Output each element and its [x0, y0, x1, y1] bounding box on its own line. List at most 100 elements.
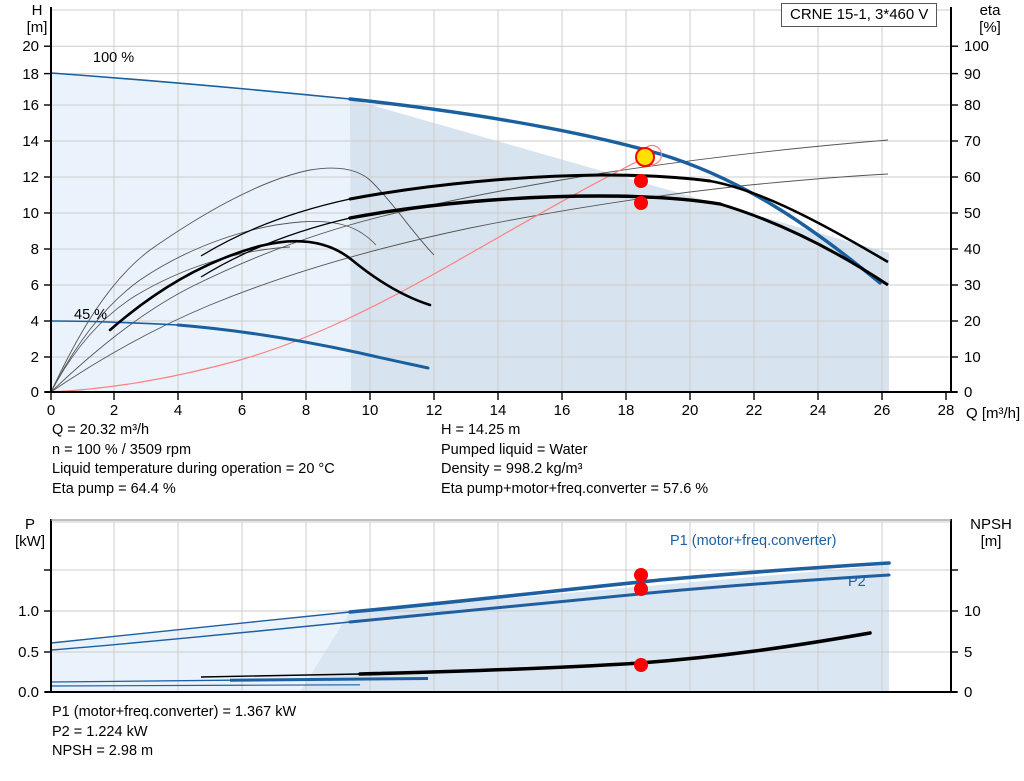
- h-axis-title-line1: H: [31, 2, 43, 19]
- eta-axis-ticks: [951, 45, 958, 393]
- top-duty-markers: [634, 144, 663, 210]
- svg-text:24: 24: [810, 402, 827, 418]
- svg-text:40: 40: [964, 241, 981, 258]
- svg-text:6: 6: [31, 277, 39, 294]
- svg-text:14: 14: [22, 133, 39, 150]
- info-npsh: NPSH = 2.98 m: [52, 743, 154, 759]
- p2-curve: [51, 573, 891, 651]
- info-pumped-liquid: Pumped liquid = Water: [441, 441, 588, 458]
- svg-text:12: 12: [426, 402, 443, 418]
- pump-model-title-box: CRNE 15-1, 3*460 V: [781, 3, 938, 27]
- svg-text:100: 100: [964, 38, 989, 55]
- h-axis-ticks: [44, 45, 51, 393]
- svg-text:12: 12: [22, 169, 39, 186]
- power-npsh-svg: 0.0 0.5 1.0 0 5 10: [18, 519, 981, 701]
- system-curve: [51, 155, 649, 392]
- h-axis-title-line2: [m]: [26, 19, 48, 36]
- head-curve-100: [51, 72, 882, 285]
- p-axis-title-line1: P: [24, 516, 35, 533]
- svg-text:2: 2: [31, 349, 39, 366]
- svg-text:8: 8: [302, 402, 310, 418]
- eta-curve-45: [108, 239, 432, 332]
- eta-pump-curve: [200, 173, 889, 264]
- svg-text:20: 20: [964, 313, 981, 330]
- h-axis-title: H [m]: [24, 2, 50, 36]
- eta-axis-title: eta [%]: [968, 2, 1012, 36]
- npsh-axis-title-line2: [m]: [980, 533, 1002, 550]
- q-axis-tick-labels: 0 2 4 6 8 10 12 14 16 18 20 22 24 26 28: [47, 402, 955, 418]
- svg-text:0.5: 0.5: [18, 644, 39, 661]
- info-liquid-temperature: Liquid temperature during operation = 20…: [52, 461, 335, 477]
- svg-text:0: 0: [47, 402, 55, 418]
- h-axis-tick-labels: 0 2 4 6 8 10 12 14 16 18 20: [22, 38, 39, 401]
- eta-axis-title-line1: eta: [979, 2, 1001, 19]
- p2-curve-45: [51, 684, 361, 687]
- info-eta-pump: Eta pump = 64.4 %: [52, 480, 176, 497]
- top-operating-envelope: [51, 73, 889, 392]
- svg-text:0: 0: [31, 384, 39, 401]
- q-axis-ticks: [50, 392, 947, 400]
- q-axis-title: Q [m³/h]: [966, 405, 1021, 422]
- info-p2: P2 = 1.224 kW: [52, 723, 148, 740]
- svg-text:14: 14: [490, 402, 507, 418]
- eta-axis-tick-labels: 0 10 20 30 40 50 60 70 80 90 100: [964, 38, 989, 401]
- p-axis-ticks: [44, 569, 51, 693]
- svg-text:10: 10: [964, 349, 981, 366]
- info-head: H = 14.25 m: [441, 422, 521, 438]
- npsh-axis-tick-labels: 0 5 10: [964, 603, 981, 701]
- svg-text:10: 10: [362, 402, 379, 418]
- npsh-axis-title: NPSH [m]: [962, 516, 1020, 550]
- info-density: Density = 998.2 kg/m³: [441, 461, 583, 477]
- svg-text:60: 60: [964, 169, 981, 186]
- power-npsh-chart: 0.0 0.5 1.0 0 5 10: [0, 512, 1024, 702]
- info-p1: P1 (motor+freq.converter) = 1.367 kW: [52, 704, 297, 720]
- power-info-block: P1 (motor+freq.converter) = 1.367 kW P2 …: [52, 703, 296, 762]
- svg-text:16: 16: [554, 402, 571, 418]
- svg-text:4: 4: [31, 313, 39, 330]
- bottom-grid: [51, 521, 951, 692]
- svg-text:70: 70: [964, 133, 981, 150]
- svg-text:5: 5: [964, 644, 972, 661]
- svg-text:8: 8: [31, 241, 39, 258]
- speed-label-45: 45 %: [74, 307, 108, 323]
- svg-text:28: 28: [938, 402, 955, 418]
- info-speed: n = 100 % / 3509 rpm: [52, 441, 192, 458]
- npsh-axis-ticks: [951, 569, 958, 693]
- speed-label-100: 100 %: [93, 50, 135, 66]
- info-eta-total: Eta pump+motor+freq.converter = 57.6 %: [441, 480, 709, 497]
- p1-curve-label: P1 (motor+freq.converter): [670, 533, 837, 549]
- head-efficiency-chart: 0 2 4 6 8 10 12 14 16 18 20: [22, 7, 989, 418]
- svg-text:0: 0: [964, 684, 972, 701]
- svg-text:1.0: 1.0: [18, 603, 39, 620]
- p-axis-title-line2: [kW]: [15, 533, 45, 550]
- svg-text:16: 16: [22, 97, 39, 114]
- svg-text:80: 80: [964, 97, 981, 114]
- head-efficiency-svg: 0 2 4 6 8 10 12 14 16 18 20: [22, 7, 989, 418]
- svg-text:10: 10: [22, 205, 39, 222]
- eta-axis-title-line2: [%]: [979, 19, 1001, 36]
- top-axis-lines: [45, 7, 957, 393]
- duty-info-left: Q = 20.32 m³/h n = 100 % / 3509 rpm Liqu…: [52, 421, 335, 499]
- svg-text:90: 90: [964, 66, 981, 83]
- bottom-axis-lines: [45, 519, 957, 693]
- svg-text:0: 0: [964, 384, 972, 401]
- p-axis-tick-labels: 0.0 0.5 1.0: [18, 603, 39, 701]
- info-flow: Q = 20.32 m³/h: [52, 422, 150, 438]
- p1-curve-45: [51, 677, 429, 683]
- svg-text:26: 26: [874, 402, 891, 418]
- svg-text:18: 18: [22, 66, 39, 83]
- svg-text:22: 22: [746, 402, 763, 418]
- svg-text:30: 30: [964, 277, 981, 294]
- svg-text:10: 10: [964, 603, 981, 620]
- svg-text:50: 50: [964, 205, 981, 222]
- svg-text:20: 20: [682, 402, 699, 418]
- npsh-axis-title-line1: NPSH: [970, 516, 1012, 533]
- svg-text:20: 20: [22, 38, 39, 55]
- svg-text:6: 6: [238, 402, 246, 418]
- p-axis-title: P [kW]: [8, 516, 52, 550]
- p2-curve-label: P2: [848, 574, 866, 590]
- svg-text:0.0: 0.0: [18, 684, 39, 701]
- duty-info-right: H = 14.25 m Pumped liquid = Water Densit…: [441, 421, 708, 499]
- svg-text:4: 4: [174, 402, 182, 418]
